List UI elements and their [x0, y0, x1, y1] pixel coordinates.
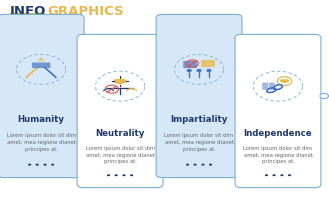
- Circle shape: [130, 174, 133, 176]
- Text: Impartiality: Impartiality: [170, 115, 228, 124]
- Text: Lorem ipsum dolor sit dim
amet, mea regione dianet
principes at.: Lorem ipsum dolor sit dim amet, mea regi…: [164, 133, 234, 152]
- Text: INFO: INFO: [10, 5, 46, 18]
- Bar: [242, 94, 313, 98]
- Bar: [6, 94, 76, 98]
- Polygon shape: [280, 81, 289, 84]
- Circle shape: [187, 69, 192, 72]
- Circle shape: [288, 174, 291, 176]
- Circle shape: [43, 164, 47, 166]
- Polygon shape: [114, 81, 126, 85]
- Circle shape: [28, 164, 31, 166]
- FancyBboxPatch shape: [201, 60, 215, 67]
- Circle shape: [122, 174, 126, 176]
- FancyBboxPatch shape: [0, 14, 84, 178]
- Circle shape: [186, 164, 189, 166]
- Circle shape: [209, 164, 212, 166]
- Circle shape: [193, 164, 197, 166]
- Circle shape: [114, 174, 118, 176]
- Bar: [85, 94, 156, 98]
- Bar: [164, 94, 234, 98]
- Text: Independence: Independence: [244, 129, 312, 138]
- Text: Humanity: Humanity: [18, 115, 64, 124]
- Circle shape: [107, 174, 110, 176]
- Circle shape: [119, 79, 127, 84]
- Circle shape: [201, 164, 205, 166]
- Text: Lorem ipsum dolor sit dim
amet, mea regione dianet
principes at.: Lorem ipsum dolor sit dim amet, mea regi…: [243, 146, 313, 164]
- Circle shape: [280, 79, 285, 82]
- Circle shape: [206, 69, 212, 72]
- Text: Neutrality: Neutrality: [95, 129, 145, 138]
- Circle shape: [51, 164, 54, 166]
- FancyBboxPatch shape: [156, 14, 242, 178]
- FancyBboxPatch shape: [262, 83, 268, 90]
- Text: Lorem ipsum dolor sit dim
amet, mea regione dianet
principes at.: Lorem ipsum dolor sit dim amet, mea regi…: [86, 146, 155, 164]
- Circle shape: [196, 69, 202, 72]
- Circle shape: [265, 174, 268, 176]
- FancyBboxPatch shape: [235, 34, 321, 188]
- Circle shape: [36, 164, 39, 166]
- FancyBboxPatch shape: [77, 34, 163, 188]
- Circle shape: [114, 79, 121, 84]
- FancyBboxPatch shape: [269, 83, 275, 90]
- Circle shape: [272, 174, 276, 176]
- FancyBboxPatch shape: [32, 62, 50, 68]
- Text: GRAPHICS: GRAPHICS: [48, 5, 124, 18]
- FancyBboxPatch shape: [183, 61, 197, 68]
- Circle shape: [320, 93, 328, 99]
- Circle shape: [280, 174, 284, 176]
- Text: Lorem ipsum dolor sit dim
amet, mea regione dianet
principes at.: Lorem ipsum dolor sit dim amet, mea regi…: [7, 133, 76, 152]
- Circle shape: [284, 79, 289, 82]
